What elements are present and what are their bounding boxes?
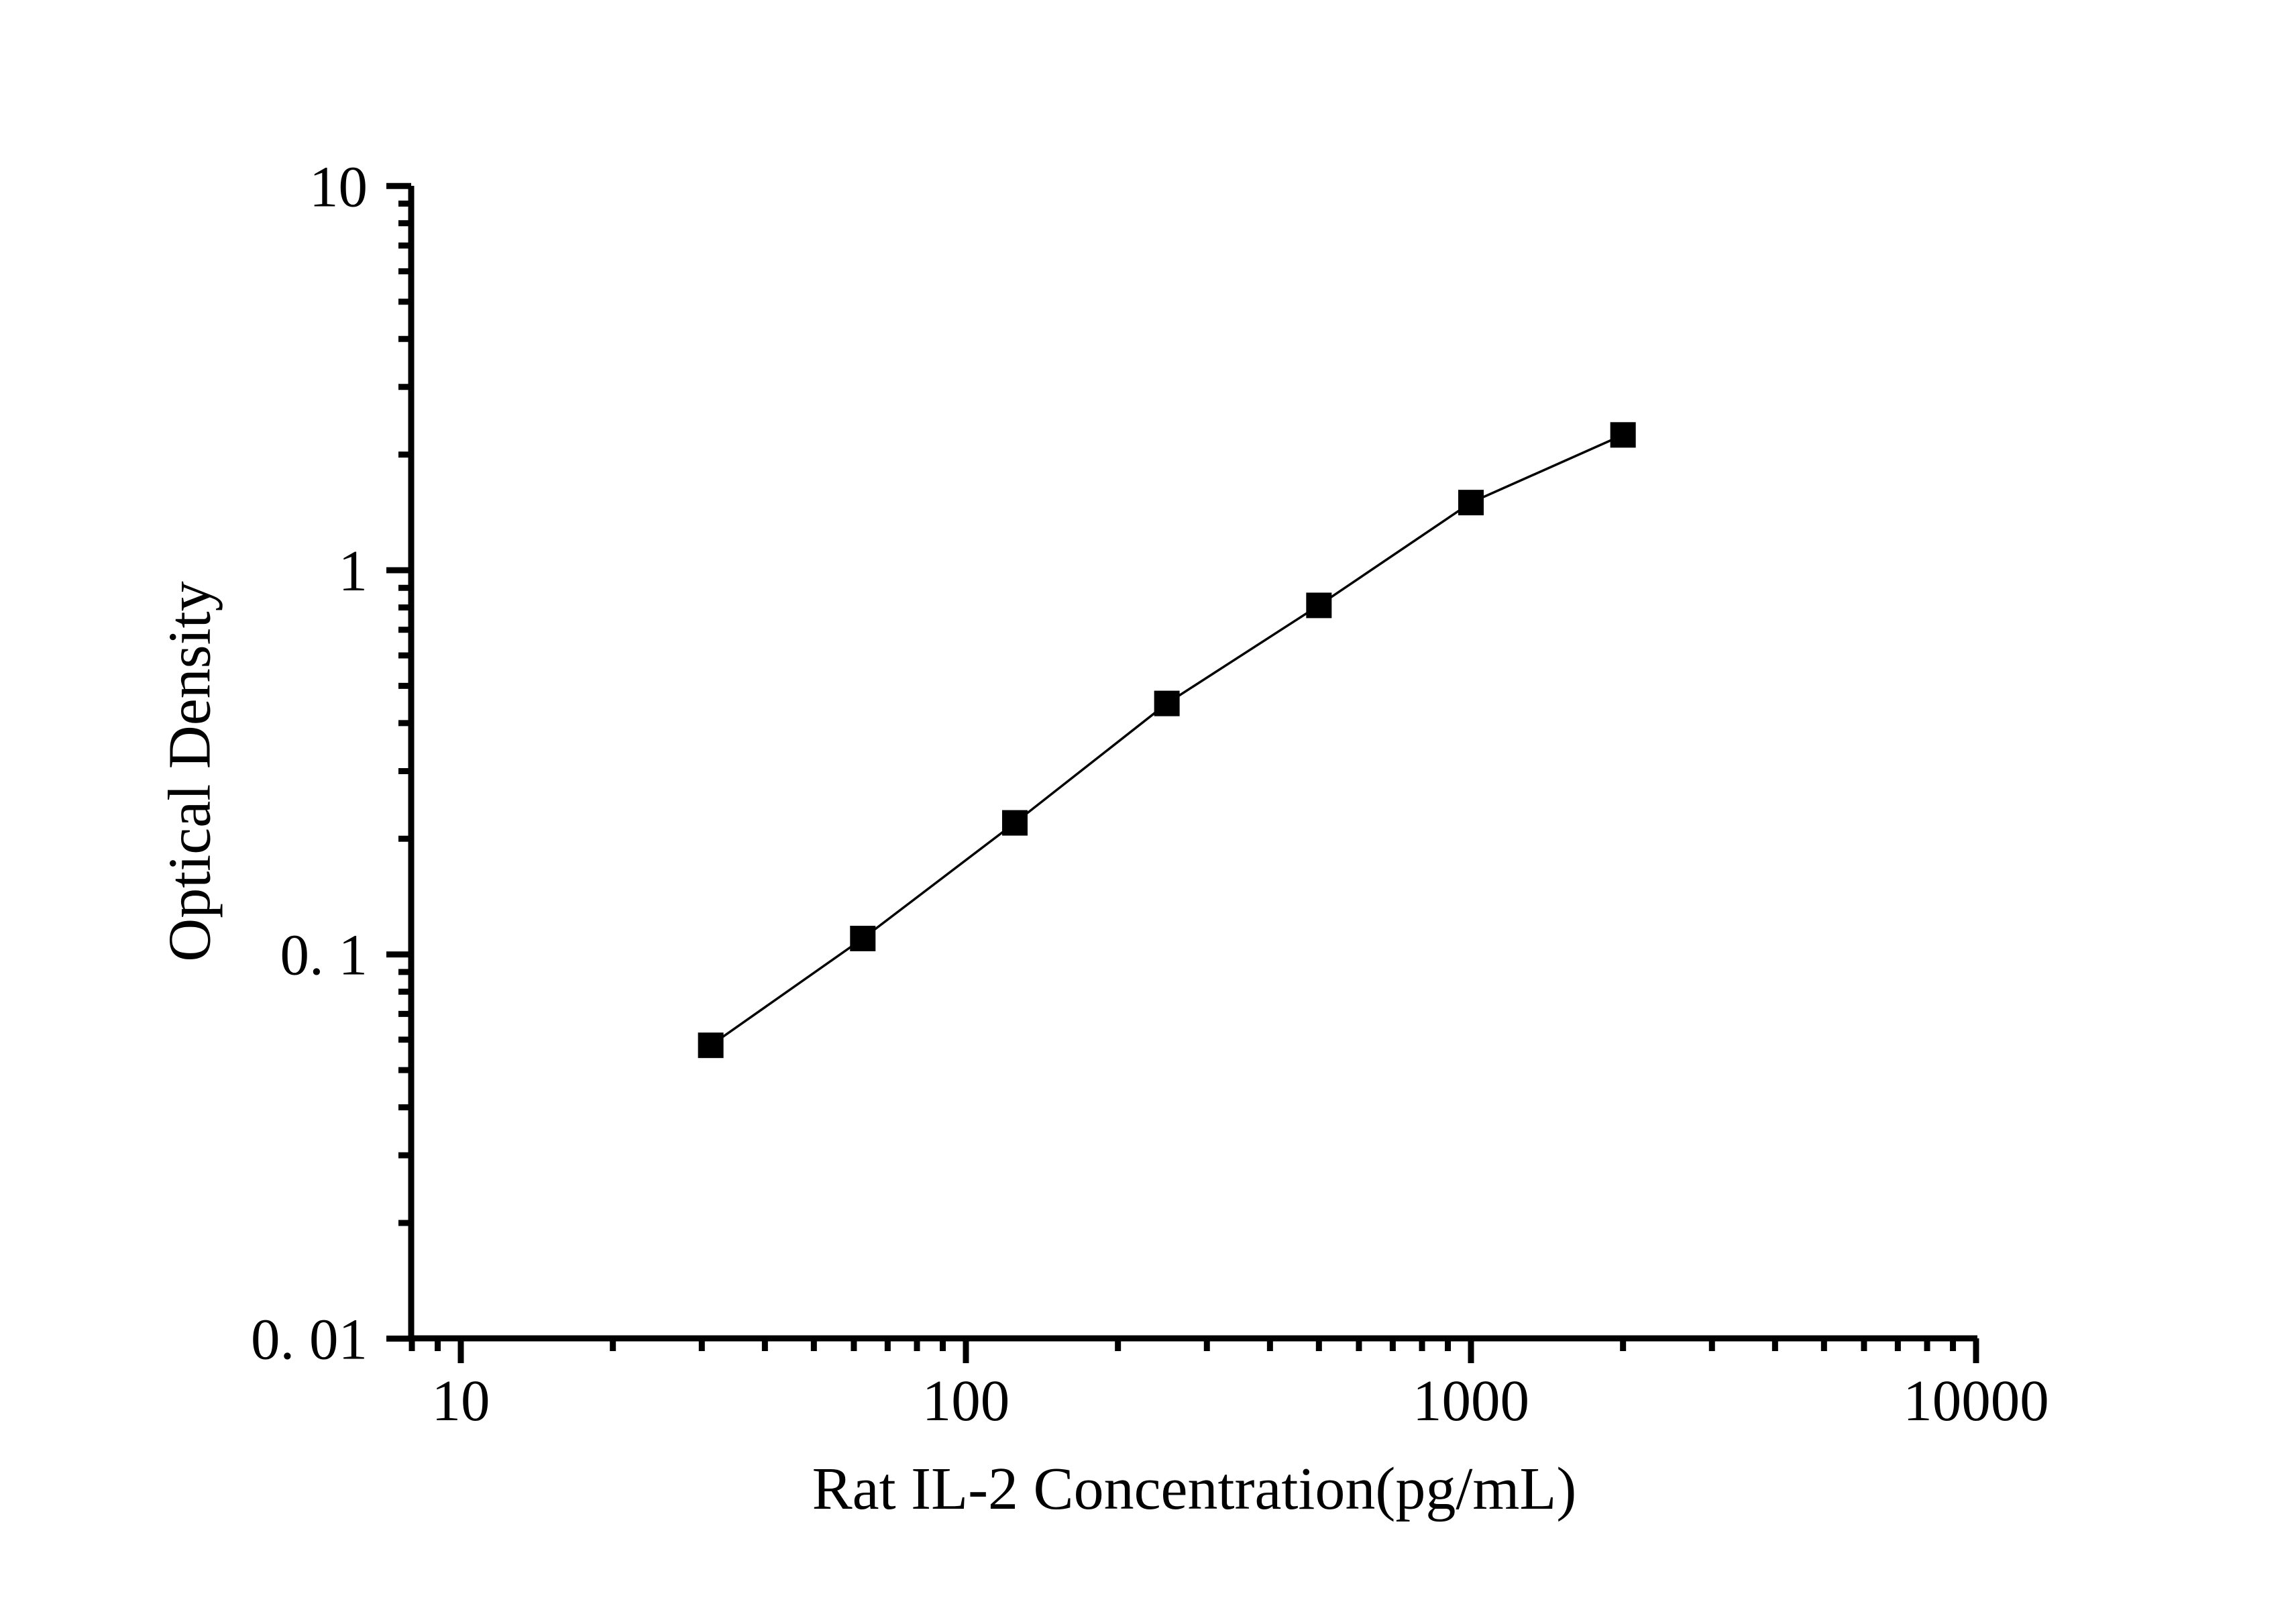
y-tick-label-10: 10: [309, 154, 368, 219]
data-point-62.5: [850, 925, 876, 951]
y-tick-label-0.1: 0. 1: [280, 922, 368, 987]
data-point-125: [1001, 810, 1028, 836]
data-point-250: [1154, 690, 1180, 716]
data-point-500: [1306, 592, 1332, 619]
data-point-31.25: [698, 1032, 724, 1059]
x-tick-label-100: 100: [922, 1368, 1010, 1433]
x-tick-label-10000: 10000: [1903, 1368, 2049, 1433]
y-tick-label-1: 1: [339, 538, 368, 603]
axes-spines: [408, 186, 1977, 1342]
data-point-1000: [1458, 490, 1484, 516]
y-tick-label-0.01: 0. 01: [251, 1306, 368, 1371]
data-point-2000: [1610, 422, 1636, 448]
x-tick-label-1000: 1000: [1413, 1368, 1529, 1433]
x-tick-label-10: 10: [432, 1368, 490, 1433]
y-axis-title: Optical Density: [156, 581, 223, 962]
standard-curve-line: [710, 433, 1624, 1047]
x-axis-title: Rat IL-2 Concentration(pg/mL): [812, 1456, 1577, 1522]
